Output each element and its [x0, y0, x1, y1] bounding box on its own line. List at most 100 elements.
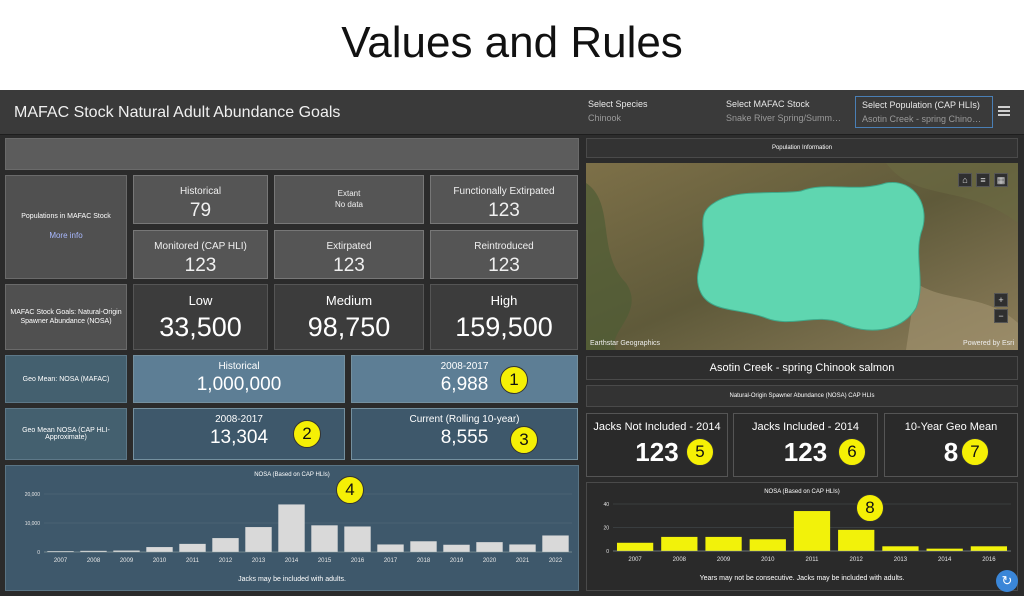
tile-value: 123 [333, 255, 365, 276]
population-name: Asotin Creek - spring Chinook salmon [586, 356, 1018, 380]
menu-icon[interactable] [998, 106, 1010, 116]
jacks-title: 10-Year Geo Mean [904, 421, 998, 433]
jacks-value: 123 [635, 437, 679, 467]
callout-8: 8 [856, 494, 884, 522]
callout-4: 4 [336, 476, 364, 504]
chart-bar [278, 504, 305, 552]
geo-mafac-historical: Historical 1,000,000 [133, 355, 345, 403]
nosa-hlis-header: Natural-Origin Spawner Abundance (NOSA) … [586, 385, 1018, 407]
chart-bar [179, 543, 206, 552]
chart-xtick-label: 2008 [673, 557, 687, 563]
species-selector-value: Chinook [588, 113, 622, 123]
goal-medium: Medium 98,750 [274, 284, 424, 350]
chart-bar [616, 542, 654, 551]
geo-title: 2008-2017 [215, 414, 263, 425]
chart-bar [838, 529, 875, 551]
home-icon[interactable]: ⌂ [958, 173, 972, 187]
population-map[interactable]: ⌂ ≡ ▦ + − Earthstar Geographics Powered … [586, 163, 1018, 350]
chart-xtick-label: 2016 [351, 558, 365, 564]
tile-value: No data [334, 200, 364, 209]
chart-ytick-label: 20 [603, 526, 609, 532]
dashboard: MAFAC Stock Natural Adult Abundance Goal… [0, 90, 1024, 596]
jacks-not-included-tile: Jacks Not Included - 2014 123 [586, 413, 728, 477]
chart-xtick-label: 2012 [850, 557, 864, 563]
chart-xtick-label: 2009 [717, 557, 731, 563]
chart-xtick-label: 2017 [384, 558, 398, 564]
tile-functionally-extirpated: Functionally Extirpated 123 [430, 175, 578, 224]
chart-ytick-label: 10,000 [25, 521, 41, 527]
chart-ytick-label: 0 [606, 549, 609, 555]
geo-title: Historical [218, 361, 260, 372]
chart-ytick-label: 0 [37, 550, 40, 556]
map-powered-by[interactable]: Powered by Esri [963, 340, 1014, 347]
chart-xtick-label: 2014 [285, 558, 299, 564]
tile-title: Functionally Extirpated [453, 186, 555, 197]
chart-xtick-label: 2011 [186, 558, 200, 564]
geo-cap-label: Geo Mean NOSA (CAP HLI-Approximate) [5, 408, 127, 460]
tile-monitored: Monitored (CAP HLI) 123 [133, 230, 268, 279]
tile-value: 79 [189, 200, 212, 221]
chart-ytick-label: 20,000 [25, 492, 41, 498]
tile-value: 123 [184, 255, 217, 276]
geo-title: 2008-2017 [440, 361, 489, 372]
zoom-in-icon[interactable]: + [994, 293, 1008, 307]
chart-bar [793, 511, 831, 551]
geo-value: 8,555 [440, 427, 489, 448]
slide-title: Values and Rules [341, 18, 683, 67]
list-icon[interactable]: ≡ [976, 173, 990, 187]
chart-bar [882, 546, 919, 551]
chart-bar [476, 542, 503, 552]
basemap-icon[interactable]: ▦ [994, 173, 1008, 187]
chart-bar [311, 525, 338, 552]
chart-xtick-label: 2009 [120, 558, 134, 564]
chart-xtick-label: 2012 [219, 558, 233, 564]
callout-3: 3 [510, 426, 538, 454]
stock-selector-value: Snake River Spring/Summer C... [726, 113, 844, 123]
goal-value: 98,750 [307, 312, 391, 342]
goal-value: 159,500 [455, 312, 553, 342]
chart-bar [926, 548, 963, 551]
geo-value: 13,304 [209, 427, 269, 448]
nosa-chart-left: NOSA (Based on CAP HLIs) 0 10,000 20,000 20… [5, 465, 579, 591]
chart-bar [970, 546, 1008, 551]
dashboard-title: MAFAC Stock Natural Adult Abundance Goal… [14, 104, 341, 121]
map-terrain [586, 163, 1018, 350]
chart-xtick-label: 2007 [54, 558, 68, 564]
chart-xtick-label: 2008 [87, 558, 101, 564]
callout-2: 2 [293, 420, 321, 448]
chart-bar [509, 544, 536, 552]
zoom-out-icon[interactable]: − [994, 309, 1008, 323]
refresh-icon[interactable]: ↻ [996, 570, 1018, 592]
chart-xtick-label: 2019 [450, 558, 464, 564]
jacks-title: Jacks Not Included - 2014 [593, 421, 721, 433]
callout-7: 7 [961, 438, 989, 466]
jacks-value: 8 [943, 437, 959, 467]
chart-title: NOSA (Based on CAP HLIs) [764, 489, 840, 495]
chart-xtick-label: 2020 [483, 558, 497, 564]
chart-bar [410, 541, 437, 552]
chart-bar [749, 539, 786, 551]
map-attribution: Earthstar Geographics [590, 340, 661, 347]
chart-bar [146, 547, 173, 552]
more-info-link[interactable]: More info [49, 231, 83, 241]
geo-value: 6,988 [440, 374, 489, 395]
callout-5: 5 [686, 438, 714, 466]
geo-value: 1,000,000 [196, 374, 282, 395]
populations-label-panel: Populations in MAFAC Stock More info [5, 175, 127, 279]
chart-xtick-label: 2015 [318, 558, 332, 564]
chart-bar [661, 536, 698, 551]
callout-1: 1 [500, 366, 528, 394]
stock-selector[interactable]: Select MAFAC Stock Snake River Spring/Su… [720, 96, 850, 128]
species-selector-label: Select Species [588, 99, 648, 109]
population-selector[interactable]: Select Population (CAP HLIs) Asotin Cree… [855, 96, 993, 128]
chart-bar [80, 550, 107, 552]
chart-ytick-label: 40 [603, 502, 609, 508]
callout-6: 6 [838, 438, 866, 466]
species-selector[interactable]: Select Species Chinook [582, 96, 712, 128]
tile-reintroduced: Reintroduced 123 [430, 230, 578, 279]
jacks-title: Jacks Included - 2014 [751, 421, 859, 433]
populations-label: Populations in MAFAC Stock [21, 213, 111, 221]
tile-extant: Extant No data [274, 175, 424, 224]
chart-xtick-label: 2016 [982, 557, 996, 563]
chart-xtick-label: 2018 [417, 558, 431, 564]
